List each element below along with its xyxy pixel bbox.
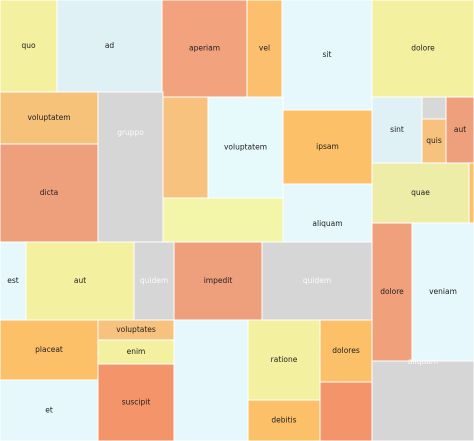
- tile-label: dolores: [332, 346, 360, 355]
- tile-label: sint: [390, 125, 404, 134]
- tile-label: et: [45, 406, 53, 415]
- tile: [0, 143, 99, 243]
- tile-label: aut: [454, 125, 466, 134]
- tile-label: suscipit: [122, 398, 151, 407]
- tile-label: ad: [105, 41, 115, 50]
- tile-label: dolore: [411, 44, 435, 53]
- tile: [0, 379, 99, 441]
- tile-label: aliquam: [312, 219, 342, 228]
- tile: [97, 363, 175, 441]
- tile: [173, 241, 263, 321]
- tile-label: sit: [323, 50, 332, 59]
- tile-label: ipsam: [316, 142, 339, 151]
- tile: [282, 109, 373, 185]
- tile-label: placeat: [35, 345, 63, 354]
- tile: [371, 222, 413, 362]
- tile-label: aperiam: [189, 44, 220, 53]
- tile: [97, 91, 164, 243]
- tile-label: debitis: [271, 416, 296, 425]
- tile: [162, 197, 284, 244]
- tile-label: dicta: [40, 188, 59, 197]
- tile: [56, 0, 163, 93]
- tile-label: quis: [426, 136, 442, 145]
- tile-label: impedit: [204, 276, 233, 285]
- tile: [371, 96, 423, 164]
- tile-label: veniam: [429, 287, 457, 296]
- tile: [371, 360, 474, 441]
- tile: [247, 399, 321, 441]
- tile: [281, 0, 373, 111]
- tile-label: quidem: [303, 276, 331, 285]
- tile: [421, 118, 447, 164]
- tile: [0, 241, 27, 321]
- tile-label: voluptatem: [27, 113, 70, 122]
- tile-label: vel: [259, 44, 270, 53]
- tile-label: enim: [127, 347, 146, 356]
- tile: [319, 319, 373, 383]
- tile: [421, 96, 447, 120]
- tile-label: gruppo: [117, 128, 144, 137]
- tile: [319, 381, 373, 441]
- tile: [261, 241, 373, 321]
- tile-label: dolore: [380, 287, 404, 296]
- tile: [411, 222, 474, 362]
- tile: [445, 96, 474, 164]
- tile-label: ratione: [271, 355, 298, 364]
- tile: [25, 241, 135, 321]
- tile: [371, 162, 470, 224]
- tile-label: quo: [21, 41, 36, 50]
- tile: [162, 96, 209, 199]
- tile: [133, 241, 175, 321]
- tile-label: aut: [74, 276, 86, 285]
- tile: [468, 162, 474, 224]
- tile: [0, 91, 99, 145]
- tile-label: quidem: [140, 276, 168, 285]
- tile-label: voluptatem: [224, 143, 267, 152]
- tile-label: est: [7, 276, 19, 285]
- tile: [207, 96, 284, 199]
- tile: [173, 319, 249, 441]
- tile: [246, 0, 283, 98]
- tile-label: quae: [411, 188, 430, 197]
- tile-label: voluptates: [116, 325, 156, 334]
- tile-label: aliquam: [408, 357, 438, 366]
